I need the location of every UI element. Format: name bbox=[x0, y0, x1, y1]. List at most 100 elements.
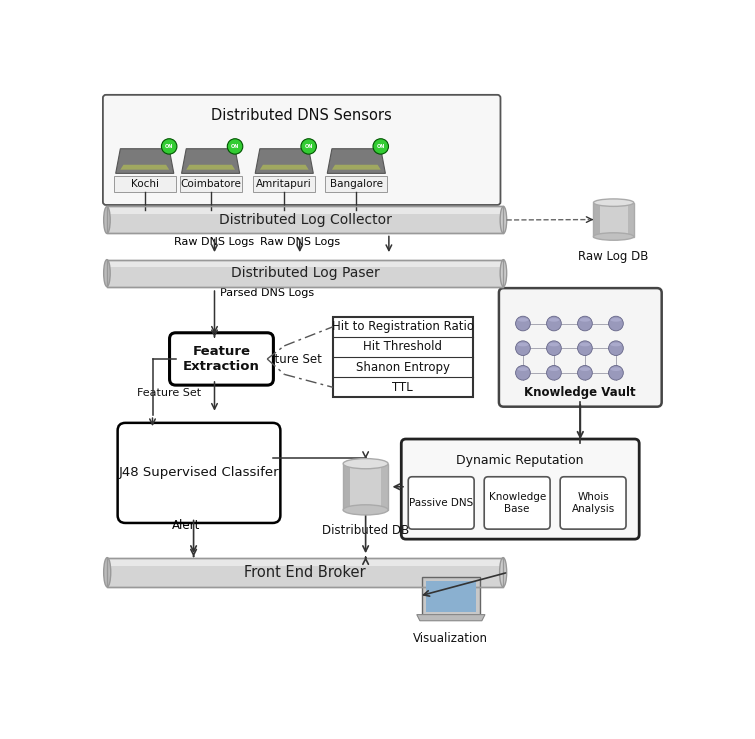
Text: Visualization: Visualization bbox=[414, 632, 488, 644]
Circle shape bbox=[547, 341, 561, 355]
FancyBboxPatch shape bbox=[422, 577, 479, 616]
Bar bbox=[180, 177, 242, 192]
Polygon shape bbox=[417, 615, 485, 621]
Circle shape bbox=[547, 366, 561, 380]
FancyBboxPatch shape bbox=[426, 581, 476, 611]
Circle shape bbox=[609, 341, 624, 355]
Circle shape bbox=[578, 316, 593, 331]
Polygon shape bbox=[332, 165, 381, 170]
Bar bbox=[344, 463, 388, 510]
Text: Passive DNS: Passive DNS bbox=[409, 498, 473, 508]
Polygon shape bbox=[120, 165, 169, 170]
Ellipse shape bbox=[517, 343, 528, 347]
Bar bbox=[344, 463, 388, 510]
Ellipse shape bbox=[517, 318, 528, 321]
FancyBboxPatch shape bbox=[107, 558, 503, 566]
Bar bbox=[593, 202, 633, 236]
FancyBboxPatch shape bbox=[107, 558, 503, 587]
Bar bbox=[344, 463, 350, 510]
FancyBboxPatch shape bbox=[118, 423, 280, 523]
Text: ON: ON bbox=[165, 144, 174, 149]
Ellipse shape bbox=[611, 318, 621, 321]
Ellipse shape bbox=[579, 318, 590, 321]
Text: Amritapuri: Amritapuri bbox=[257, 179, 312, 189]
Ellipse shape bbox=[593, 233, 633, 240]
FancyBboxPatch shape bbox=[484, 477, 550, 529]
Text: Feature
Extraction: Feature Extraction bbox=[183, 345, 260, 373]
Bar bbox=[627, 202, 633, 236]
Text: Raw Log DB: Raw Log DB bbox=[578, 251, 649, 263]
Text: Hit Threshold: Hit Threshold bbox=[363, 341, 442, 353]
Ellipse shape bbox=[611, 343, 621, 347]
FancyBboxPatch shape bbox=[170, 333, 273, 385]
Circle shape bbox=[516, 366, 530, 380]
Circle shape bbox=[609, 366, 624, 380]
Ellipse shape bbox=[579, 367, 590, 371]
Text: Feature Set: Feature Set bbox=[137, 388, 201, 398]
Bar bbox=[114, 177, 176, 192]
Bar bbox=[593, 202, 599, 236]
Polygon shape bbox=[116, 149, 174, 174]
Text: ON: ON bbox=[231, 144, 239, 149]
Text: Raw DNS Logs: Raw DNS Logs bbox=[260, 236, 340, 247]
Polygon shape bbox=[255, 149, 313, 174]
Text: Knowledge Vault: Knowledge Vault bbox=[525, 386, 636, 398]
Circle shape bbox=[162, 139, 177, 154]
Text: Knowledge
Base: Knowledge Base bbox=[488, 492, 546, 514]
Circle shape bbox=[301, 139, 316, 154]
Text: Whois
Analysis: Whois Analysis bbox=[572, 492, 615, 514]
FancyBboxPatch shape bbox=[499, 288, 661, 406]
Ellipse shape bbox=[344, 459, 388, 469]
FancyBboxPatch shape bbox=[103, 95, 501, 205]
Polygon shape bbox=[181, 149, 239, 174]
Text: TTL: TTL bbox=[393, 381, 413, 394]
FancyBboxPatch shape bbox=[107, 206, 504, 234]
Bar bbox=[593, 202, 633, 236]
Polygon shape bbox=[186, 165, 235, 170]
FancyBboxPatch shape bbox=[560, 477, 626, 529]
FancyBboxPatch shape bbox=[401, 439, 639, 539]
Circle shape bbox=[373, 139, 389, 154]
Ellipse shape bbox=[548, 343, 559, 347]
Circle shape bbox=[578, 341, 593, 355]
Ellipse shape bbox=[344, 505, 388, 515]
Ellipse shape bbox=[548, 367, 559, 371]
Text: ON: ON bbox=[304, 144, 313, 149]
Text: Alert: Alert bbox=[172, 519, 200, 532]
Text: Distributed Log Paser: Distributed Log Paser bbox=[231, 266, 380, 280]
FancyBboxPatch shape bbox=[107, 259, 504, 287]
Text: J48 Supervised Classifer: J48 Supervised Classifer bbox=[119, 466, 279, 480]
Ellipse shape bbox=[500, 259, 507, 287]
FancyBboxPatch shape bbox=[107, 259, 504, 268]
Circle shape bbox=[578, 366, 593, 380]
Ellipse shape bbox=[103, 558, 111, 587]
Ellipse shape bbox=[500, 206, 507, 234]
Ellipse shape bbox=[517, 367, 528, 371]
Ellipse shape bbox=[548, 318, 559, 321]
Circle shape bbox=[516, 341, 530, 355]
Text: Distributed DNS Sensors: Distributed DNS Sensors bbox=[211, 108, 392, 123]
Circle shape bbox=[227, 139, 243, 154]
Bar bbox=[253, 177, 316, 192]
Bar bbox=[333, 316, 473, 398]
Bar bbox=[381, 463, 388, 510]
Circle shape bbox=[547, 316, 561, 331]
Polygon shape bbox=[327, 149, 385, 174]
Text: Shanon Entropy: Shanon Entropy bbox=[356, 361, 450, 374]
Ellipse shape bbox=[103, 206, 110, 234]
Text: Raw DNS Logs: Raw DNS Logs bbox=[174, 236, 254, 247]
FancyBboxPatch shape bbox=[107, 206, 504, 214]
Polygon shape bbox=[260, 165, 309, 170]
Ellipse shape bbox=[593, 199, 633, 206]
Text: ON: ON bbox=[377, 144, 385, 149]
Ellipse shape bbox=[500, 558, 507, 587]
Bar bbox=[325, 177, 387, 192]
Text: Feature Set: Feature Set bbox=[254, 353, 322, 367]
Text: Kochi: Kochi bbox=[131, 179, 159, 189]
Text: Bangalore: Bangalore bbox=[330, 179, 383, 189]
Text: Coimbatore: Coimbatore bbox=[180, 179, 241, 189]
Text: Hit to Registration Ratio: Hit to Registration Ratio bbox=[332, 320, 474, 333]
Text: Distributed Log Collector: Distributed Log Collector bbox=[219, 213, 392, 227]
Text: Dynamic Reputation: Dynamic Reputation bbox=[457, 454, 584, 466]
Text: Front End Broker: Front End Broker bbox=[245, 565, 366, 579]
